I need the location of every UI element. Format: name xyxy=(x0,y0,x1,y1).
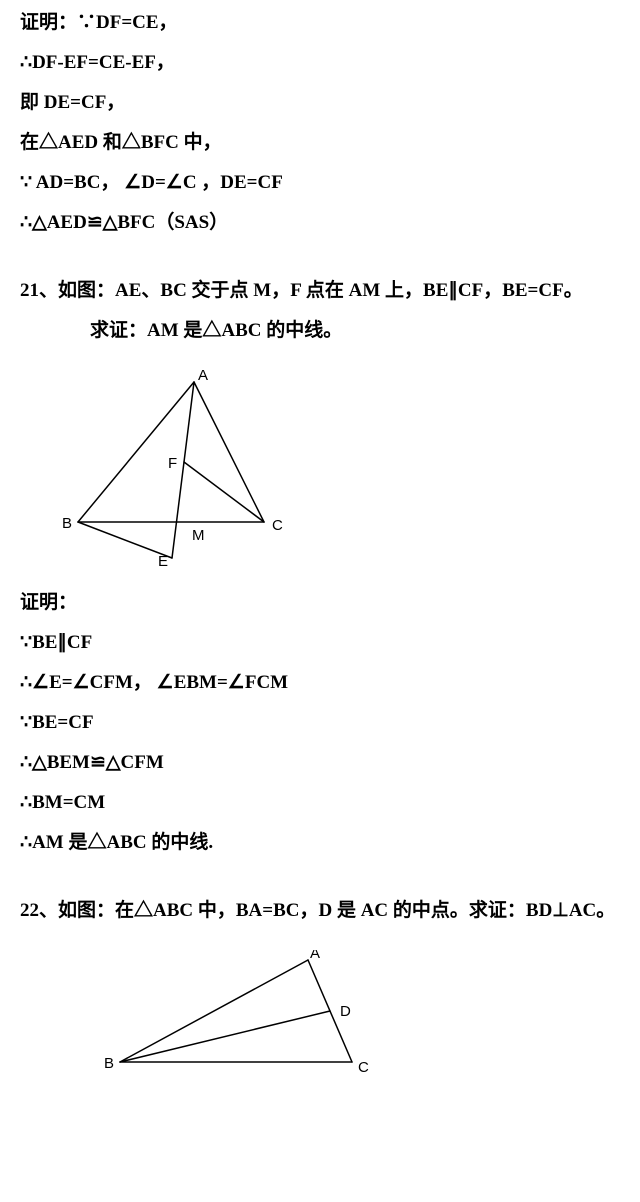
q21-p4: ∵BE=CF xyxy=(20,710,620,736)
q22-figure: A B C D xyxy=(100,950,400,1080)
proof1-l3: 即 DE=CF， xyxy=(20,90,620,116)
q21-p3: ∴∠E=∠CFM， ∠EBM=∠FCM xyxy=(20,670,620,696)
svg-text:A: A xyxy=(198,370,208,384)
q21-p2: ∵BE∥CF xyxy=(20,630,620,656)
proof1-l4: 在△AED 和△BFC 中， xyxy=(20,130,620,156)
svg-text:E: E xyxy=(158,553,168,570)
svg-text:C: C xyxy=(272,517,283,534)
svg-text:B: B xyxy=(62,515,72,532)
proof1-l5: ∵ AD=BC， ∠D=∠C ，DE=CF xyxy=(20,170,620,196)
svg-text:D: D xyxy=(340,1003,351,1020)
q21-p6: ∴BM=CM xyxy=(20,790,620,816)
svg-text:F: F xyxy=(168,455,177,472)
proof1-l1: 证明：∵DF=CE， xyxy=(20,10,620,36)
svg-text:M: M xyxy=(192,527,205,544)
q21-p5: ∴△BEM≌△CFM xyxy=(20,750,620,776)
svg-text:B: B xyxy=(104,1055,114,1072)
proof1-l2: ∴DF-EF=CE-EF， xyxy=(20,50,620,76)
q21-sub: 求证：AM 是△ABC 的中线。 xyxy=(20,318,620,344)
q21-p7: ∴AM 是△ABC 的中线. xyxy=(20,830,620,856)
q21-title: 21、如图：AE、BC 交于点 M，F 点在 AM 上，BE∥CF，BE=CF。 xyxy=(20,278,620,304)
q22-title: 22、如图：在△ABC 中，BA=BC，D 是 AC 的中点。求证：BD⊥AC。 xyxy=(20,898,620,924)
q21-figure: A B C M E F xyxy=(60,370,320,570)
svg-text:C: C xyxy=(358,1059,369,1076)
q21-p1: 证明： xyxy=(20,590,620,616)
svg-text:A: A xyxy=(310,950,320,962)
proof1-l6: ∴△AED≌△BFC（SAS） xyxy=(20,210,620,236)
